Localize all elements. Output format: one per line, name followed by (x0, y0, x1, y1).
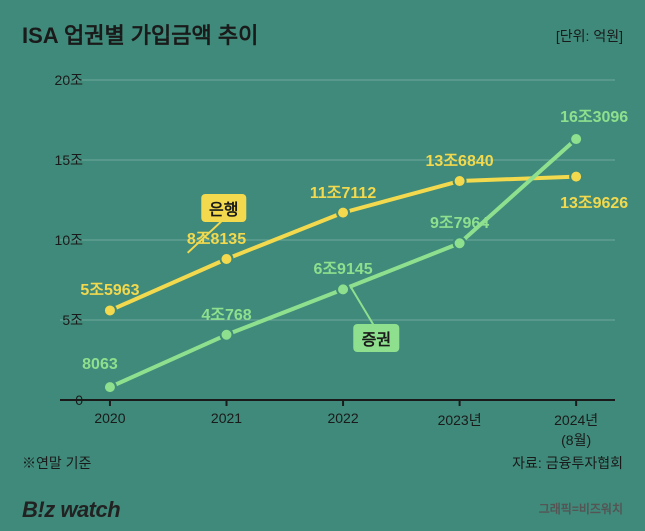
ytick-label: 5조 (62, 310, 83, 330)
series-tag: 증권 (354, 324, 399, 352)
data-point-label: 4조768 (201, 301, 251, 325)
ytick-label: 0 (75, 392, 83, 408)
ytick-label: 20조 (55, 70, 83, 90)
chart-title: ISA 업권별 가입금액 추이 (22, 18, 258, 50)
xtick-label: 2024년 (8월) (554, 410, 598, 450)
data-source: 자료: 금융투자협회 (512, 453, 623, 473)
unit-label: [단위: 억원] (556, 26, 623, 46)
data-point-label: 5조5963 (80, 276, 139, 300)
footnote: ※연말 기준 (22, 453, 91, 473)
brand-logo: B!z watch (22, 497, 120, 523)
ytick-label: 10조 (55, 230, 83, 250)
data-point-label: 11조7112 (310, 179, 376, 203)
data-point-label: 8조8135 (187, 225, 246, 249)
chart-container: ISA 업권별 가입금액 추이 [단위: 억원] 0 5조 10조 15조 20조 202… (0, 0, 645, 531)
data-point-label: 6조9145 (313, 255, 372, 279)
xtick-label: 2020 (94, 410, 125, 426)
data-point-label: 8063 (82, 356, 118, 374)
plot-area (60, 70, 615, 430)
data-point-label: 13조6840 (426, 147, 494, 171)
chart-svg (60, 70, 615, 430)
xtick-label: 2021 (211, 410, 242, 426)
series-tag: 은행 (201, 194, 246, 222)
ytick-label: 15조 (55, 150, 83, 170)
data-point-label: 9조7964 (430, 209, 489, 233)
data-point-label: 13조9626 (560, 189, 628, 213)
xtick-label: 2023년 (438, 410, 482, 430)
graphic-credit: 그래픽=비즈워치 (539, 500, 623, 517)
xtick-label: 2022 (327, 410, 358, 426)
data-point-label: 16조3096 (560, 103, 628, 127)
